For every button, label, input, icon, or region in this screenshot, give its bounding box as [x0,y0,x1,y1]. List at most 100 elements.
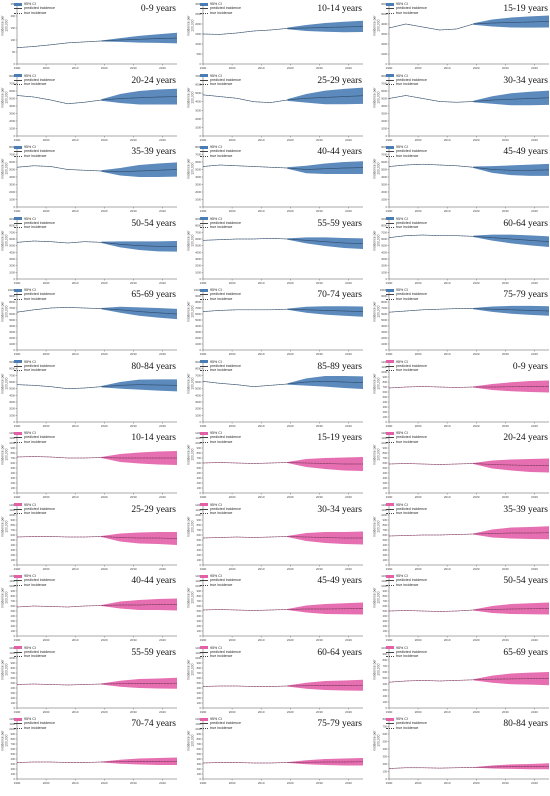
y-tick-label: 0 [14,277,16,281]
chart-panel: 0 100 200 300 400 500 600 700 800 900 1000 1100 1200… [0,572,180,643]
chart-svg: 0100200300400500600700800900100011001200… [195,574,364,642]
chart-svg: 0 1000 2000 3000 4000 5000 6000 7000 8000 9000 199… [9,360,178,428]
x-tick-label: 2000 [229,138,236,142]
x-tick-label: 1990 [200,138,207,142]
y-tick-label: 600 [11,461,16,465]
y-tick-label: 7000 [195,74,201,78]
y-tick-label: 1100 [195,579,201,583]
legend-true-swatch [200,84,208,86]
legend-true-label: true incidence [396,439,419,444]
legend-true-label: true incidence [210,296,233,301]
y-tick-label: 6000 [195,82,201,86]
y-tick-label: 1000 [195,727,201,731]
y-tick-label: 8000 [195,145,201,149]
legend: 95% CI predicted incidence true incidence [386,360,427,373]
x-tick-label: 2040 [345,66,352,70]
y-tick-label: 300 [383,619,388,623]
y-tick-label: 9000 [9,294,15,298]
legend-true-swatch [14,727,22,729]
y-tick-label: 100 [11,38,16,42]
chart-svg: 0 1000 2000 3000 4000 5000 6000 1990 2000 2010 202… [381,2,550,70]
legend: 95% CI predicted incidence true incidence [386,646,427,659]
y-tick-label: 600 [383,604,388,608]
y-tick-label: 1200 [381,360,387,364]
legend-predicted-swatch [14,651,22,653]
x-tick-label: 2010 [258,638,265,642]
y-tick-label: 2000 [9,119,15,123]
x-tick-label: 2020 [473,781,480,785]
x-tick-label: 2040 [159,495,166,499]
y-tick-label: 5000 [195,91,201,95]
y-tick-label: 0 [14,634,16,638]
x-tick-label: 2000 [43,638,50,642]
legend-true-swatch [14,12,22,14]
legend: 95% CI predicted incidence true incidence [14,145,55,158]
y-tick-label: 4000 [381,250,387,254]
legend-predicted-swatch [386,79,394,81]
x-tick-label: 2000 [43,710,50,714]
y-tick-label: 1000 [195,42,201,46]
x-tick-label: 2020 [473,352,480,356]
legend: 95% CI predicted incidence true incidence [200,431,241,444]
x-tick-label: 1990 [386,781,393,785]
y-tick-label: 0 [200,62,202,66]
legend: 95% CI predicted incidence true incidence [200,288,241,301]
x-tick-label: 2000 [229,567,236,571]
y-tick-label: 200 [11,481,16,485]
legend-true-swatch [200,584,208,586]
y-tick-label: 900 [197,589,202,593]
panel-title: 35-39 years [131,147,176,157]
y-tick-label: 300 [383,476,388,480]
y-tick-label: 600 [383,670,388,674]
y-tick-label: 900 [11,446,16,450]
legend-true-label: true incidence [396,582,419,587]
chart-svg: 0100200300400500600700800900100011001200… [195,646,364,714]
x-tick-label: 1990 [14,209,21,213]
y-tick-label: 1000 [381,52,387,56]
y-tick-label: 600 [383,390,388,394]
legend-predicted-label: predicted incidence [396,292,427,297]
y-tick-label: 3000 [381,111,387,115]
legend-ci-label: 95% CI [396,717,408,721]
y-tick-label: 300 [383,405,388,409]
panel-title: 70-74 years [131,719,176,729]
legend: 95% CI predicted incidence true incidence [386,217,427,230]
y-tick-label: 800 [197,737,202,741]
y-tick-label: 700 [383,599,388,603]
legend-true-label: true incidence [210,153,233,158]
predicted-line [16,682,178,685]
legend-predicted-swatch [14,8,22,10]
y-tick-label: 2000 [195,336,201,340]
y-tick-label: 4000 [9,104,15,108]
x-tick-label: 1990 [200,638,207,642]
x-tick-label: 2020 [101,710,108,714]
y-tick-label: 100 [383,700,388,704]
chart-panel: 0 1000 2000 3000 4000 5000 6000 7000 8000 1990 200… [186,143,366,214]
chart-panel: 0 1000 2000 3000 4000 5000 6000 7000 8000 1990 200… [0,143,180,214]
legend-ci-label: 95% CI [210,216,222,221]
legend-predicted-swatch [386,8,394,10]
chart-panel: 0 100 200 300 400 500 600 700 800 900 1000 1100 1200… [0,429,180,500]
panel-title: 40-44 years [317,147,362,157]
x-tick-label: 2000 [415,424,422,428]
legend: 95% CI predicted incidence true incidence [200,74,241,87]
y-tick-label: 1000 [9,727,15,731]
y-tick-label: 800 [383,594,388,598]
chart-svg: 0100200300400500600700800900100011001200… [381,503,550,571]
predicted-line [388,608,550,612]
ci-band [473,90,549,105]
y-tick-label: 10000 [380,288,388,292]
y-tick-label: 800 [383,717,388,721]
x-tick-label: 2010 [258,138,265,142]
y-tick-label: 100 [11,486,16,490]
panel-title: 65-69 years [131,290,176,300]
y-tick-label: 900 [383,589,388,593]
x-tick-label: 2020 [287,638,294,642]
legend-ci-swatch [14,503,22,507]
legend-ci-swatch [200,217,208,221]
predicted-line [388,766,550,769]
true-incidence-line [16,165,178,173]
legend-true-swatch [14,370,22,372]
legend-true-swatch [200,656,208,658]
y-tick-label: 8000 [9,300,15,304]
